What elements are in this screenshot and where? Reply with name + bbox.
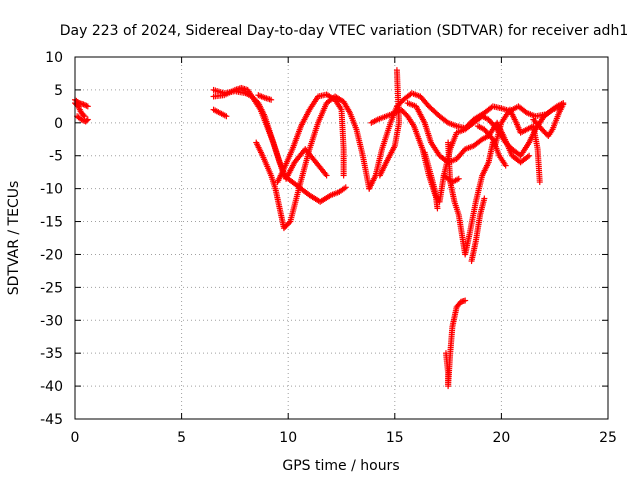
series-trace-b (72, 96, 91, 110)
series-trace-e (210, 84, 330, 182)
series-trace-t (530, 101, 567, 139)
y-tick-label: 10 (45, 50, 63, 66)
data-point (80, 112, 87, 119)
y-tick-label: -35 (40, 346, 63, 362)
data-point (84, 116, 91, 123)
data-point (83, 117, 90, 124)
data-point (526, 152, 533, 159)
series-trace-p (440, 172, 462, 186)
series-trace-c (74, 113, 91, 125)
y-tick-label: -30 (40, 313, 63, 329)
data-point (323, 172, 330, 179)
data-point (560, 101, 567, 108)
x-tick-label: 0 (71, 430, 80, 446)
y-tick-label: 0 (54, 116, 63, 132)
data-layer (72, 67, 567, 390)
y-tick-label: -20 (40, 247, 63, 263)
series-trace-h (274, 91, 347, 186)
series-trace-l (376, 67, 403, 179)
series-trace-f (210, 106, 230, 120)
y-tick-label: -40 (40, 379, 63, 395)
data-point (340, 172, 347, 179)
data-point (434, 205, 441, 212)
data-point (393, 67, 400, 74)
series-trace-i (255, 92, 275, 103)
y-axis-label: SDTVAR / TECUs (6, 181, 22, 296)
x-tick-label: 5 (177, 430, 186, 446)
plot-frame (74, 56, 609, 420)
y-tick-label: -25 (40, 280, 63, 296)
y-tick-label: -10 (40, 182, 63, 198)
chart-title: Day 223 of 2024, Sidereal Day-to-day VTE… (60, 23, 628, 39)
x-tick-label: 10 (279, 430, 297, 446)
series-trace-r (468, 195, 488, 265)
data-point (342, 184, 349, 191)
data-point (455, 175, 462, 182)
y-tick-label: -5 (49, 149, 63, 165)
tick-layer: 10 5 0 -5 -10 -15 -20 -25 -30 -35 -40 -45 0 5 10 15 20 25 (40, 50, 617, 446)
x-tick-label: 15 (386, 430, 404, 446)
x-axis-label: GPS time / hours (282, 458, 399, 474)
data-point (223, 113, 230, 120)
x-tick-label: 25 (599, 430, 617, 446)
series-trace-n (445, 139, 496, 258)
y-tick-label: 5 (54, 83, 63, 99)
y-tick-label: -45 (40, 412, 63, 428)
series-trace-g (253, 93, 373, 232)
data-point (536, 179, 543, 186)
data-point (268, 96, 275, 103)
data-point (502, 162, 509, 169)
data-point (462, 297, 469, 304)
series-trace-u (474, 123, 509, 169)
data-point (481, 195, 488, 202)
series-trace-o (421, 149, 441, 212)
data-point (84, 103, 91, 110)
y-tick-label: -15 (40, 215, 63, 231)
series-trace-q (442, 297, 469, 390)
series-trace-s (492, 106, 543, 186)
data-point (286, 219, 293, 226)
x-tick-label: 20 (492, 430, 510, 446)
